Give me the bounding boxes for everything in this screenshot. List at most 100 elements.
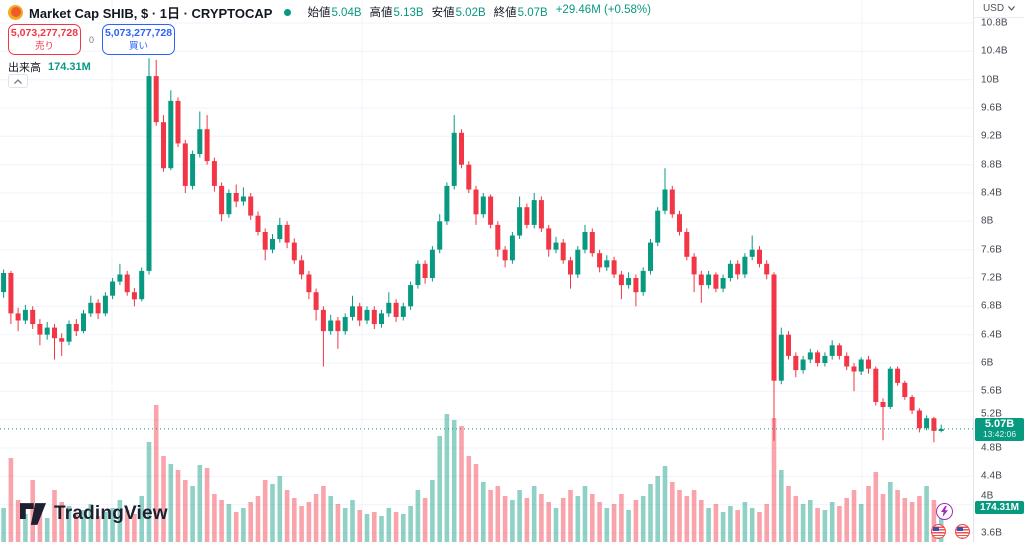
volume-bar <box>219 500 224 542</box>
candle-body <box>873 368 879 402</box>
candle-body <box>328 320 334 332</box>
volume-bar <box>655 476 660 542</box>
candle-body <box>400 306 406 317</box>
volume-bar <box>52 490 57 542</box>
ohlc-low: 安値5.02B <box>431 7 486 19</box>
tradingview-logo-text: TradingView <box>54 503 168 524</box>
candle-body <box>248 196 254 216</box>
volume-bar <box>481 482 486 542</box>
tradingview-watermark[interactable]: TradingView <box>20 503 168 525</box>
volume-bar <box>124 510 130 542</box>
candle-body <box>677 214 682 232</box>
economic-event-lightning-icon[interactable] <box>936 503 953 520</box>
volume-bar <box>44 518 50 542</box>
volume-bar <box>430 480 435 542</box>
volume-bar <box>30 480 35 542</box>
volume-bar <box>720 512 726 542</box>
price-axis[interactable]: USD 5.07B 13:42:06 174.31M 10.8B 10.4B 10B… <box>973 0 1024 542</box>
sell-price: 5,073,277,728 <box>10 26 79 39</box>
volume-bar <box>241 508 246 542</box>
volume-bar <box>539 494 544 542</box>
price-axis-tick: 6.8B <box>981 300 1002 312</box>
volume-bar <box>306 502 312 542</box>
volume-indicator-row: 出来高 174.31M <box>8 59 91 75</box>
sell-label: 売り <box>34 40 54 52</box>
symbol-title-row[interactable]: Market Cap SHIB, $ · 1日 · CRYPTOCAP 始値5.… <box>8 3 651 21</box>
candle-body <box>800 359 806 371</box>
candle-body <box>364 309 370 321</box>
candle-body <box>211 161 217 186</box>
volume-bar <box>66 506 72 542</box>
candle-body <box>146 76 152 271</box>
price-axis-tick: 4B <box>981 490 994 502</box>
volume-bar <box>931 500 937 542</box>
candle-body <box>589 232 595 254</box>
volume-bar <box>321 486 326 542</box>
volume-bar <box>822 510 828 542</box>
candle-body <box>473 189 479 215</box>
candle-body <box>538 200 544 229</box>
candle-body <box>749 249 755 257</box>
volume-bar <box>779 470 784 542</box>
candle-body <box>662 189 668 211</box>
buy-button[interactable]: 5,073,277,728 買い <box>102 24 176 55</box>
volume-bar <box>728 506 733 542</box>
candle-body <box>393 302 399 317</box>
candle-body <box>182 143 188 186</box>
sell-button[interactable]: 5,073,277,728 売り <box>8 24 81 55</box>
volume-bar <box>699 500 704 542</box>
candle-body <box>59 338 65 342</box>
candle-body <box>299 260 305 275</box>
us-flag-event-icon[interactable] <box>931 524 946 539</box>
buy-label: 買い <box>129 40 149 52</box>
candle-body <box>618 274 624 286</box>
candles <box>1 58 944 443</box>
volume-bar <box>829 502 835 542</box>
candle-body <box>124 274 130 293</box>
candle-body <box>379 313 384 324</box>
candle-body <box>829 345 835 356</box>
candle-body <box>313 292 319 310</box>
volume-bar <box>590 494 595 542</box>
candle-body <box>924 418 930 429</box>
volume-bar <box>662 466 668 542</box>
candle-body <box>509 235 515 261</box>
chevron-down-icon <box>1008 6 1016 11</box>
candle-body <box>386 302 392 314</box>
candle-body <box>371 309 377 325</box>
volume-indicator-value: 174.31M <box>48 61 91 73</box>
us-flag-event-icon[interactable] <box>955 524 970 539</box>
volume-bar <box>626 510 631 542</box>
volume-bar <box>372 512 377 542</box>
volume-bar <box>619 494 624 542</box>
volume-bar <box>691 490 697 542</box>
volume-bar <box>357 510 362 542</box>
volume-bar <box>437 436 442 542</box>
candle-body <box>706 274 712 286</box>
price-axis-tick: 10.4B <box>981 45 1008 57</box>
candle-body <box>502 249 508 261</box>
candle-body <box>807 352 813 360</box>
volume-bar <box>510 500 515 542</box>
candle-body <box>713 274 719 289</box>
volume-bar <box>888 482 893 542</box>
candle-body <box>916 410 922 429</box>
lightning-bolt-icon <box>941 506 948 517</box>
volume-bar <box>800 504 806 542</box>
volume-bar <box>670 482 675 542</box>
candle-body <box>66 324 72 342</box>
volume-bar <box>924 486 929 542</box>
volume-bar <box>742 502 748 542</box>
currency-selector[interactable]: USD <box>974 0 1024 18</box>
candle-body <box>698 274 704 286</box>
legend-collapse-button[interactable] <box>8 74 28 88</box>
volume-bar <box>103 512 108 542</box>
candle-body <box>277 224 283 240</box>
volume-bar <box>866 486 871 542</box>
candle-body <box>786 334 791 356</box>
candle-body <box>429 249 435 278</box>
candle-body <box>836 345 842 356</box>
candle-body <box>52 327 57 339</box>
last-price-value: 5.07B <box>984 418 1015 431</box>
